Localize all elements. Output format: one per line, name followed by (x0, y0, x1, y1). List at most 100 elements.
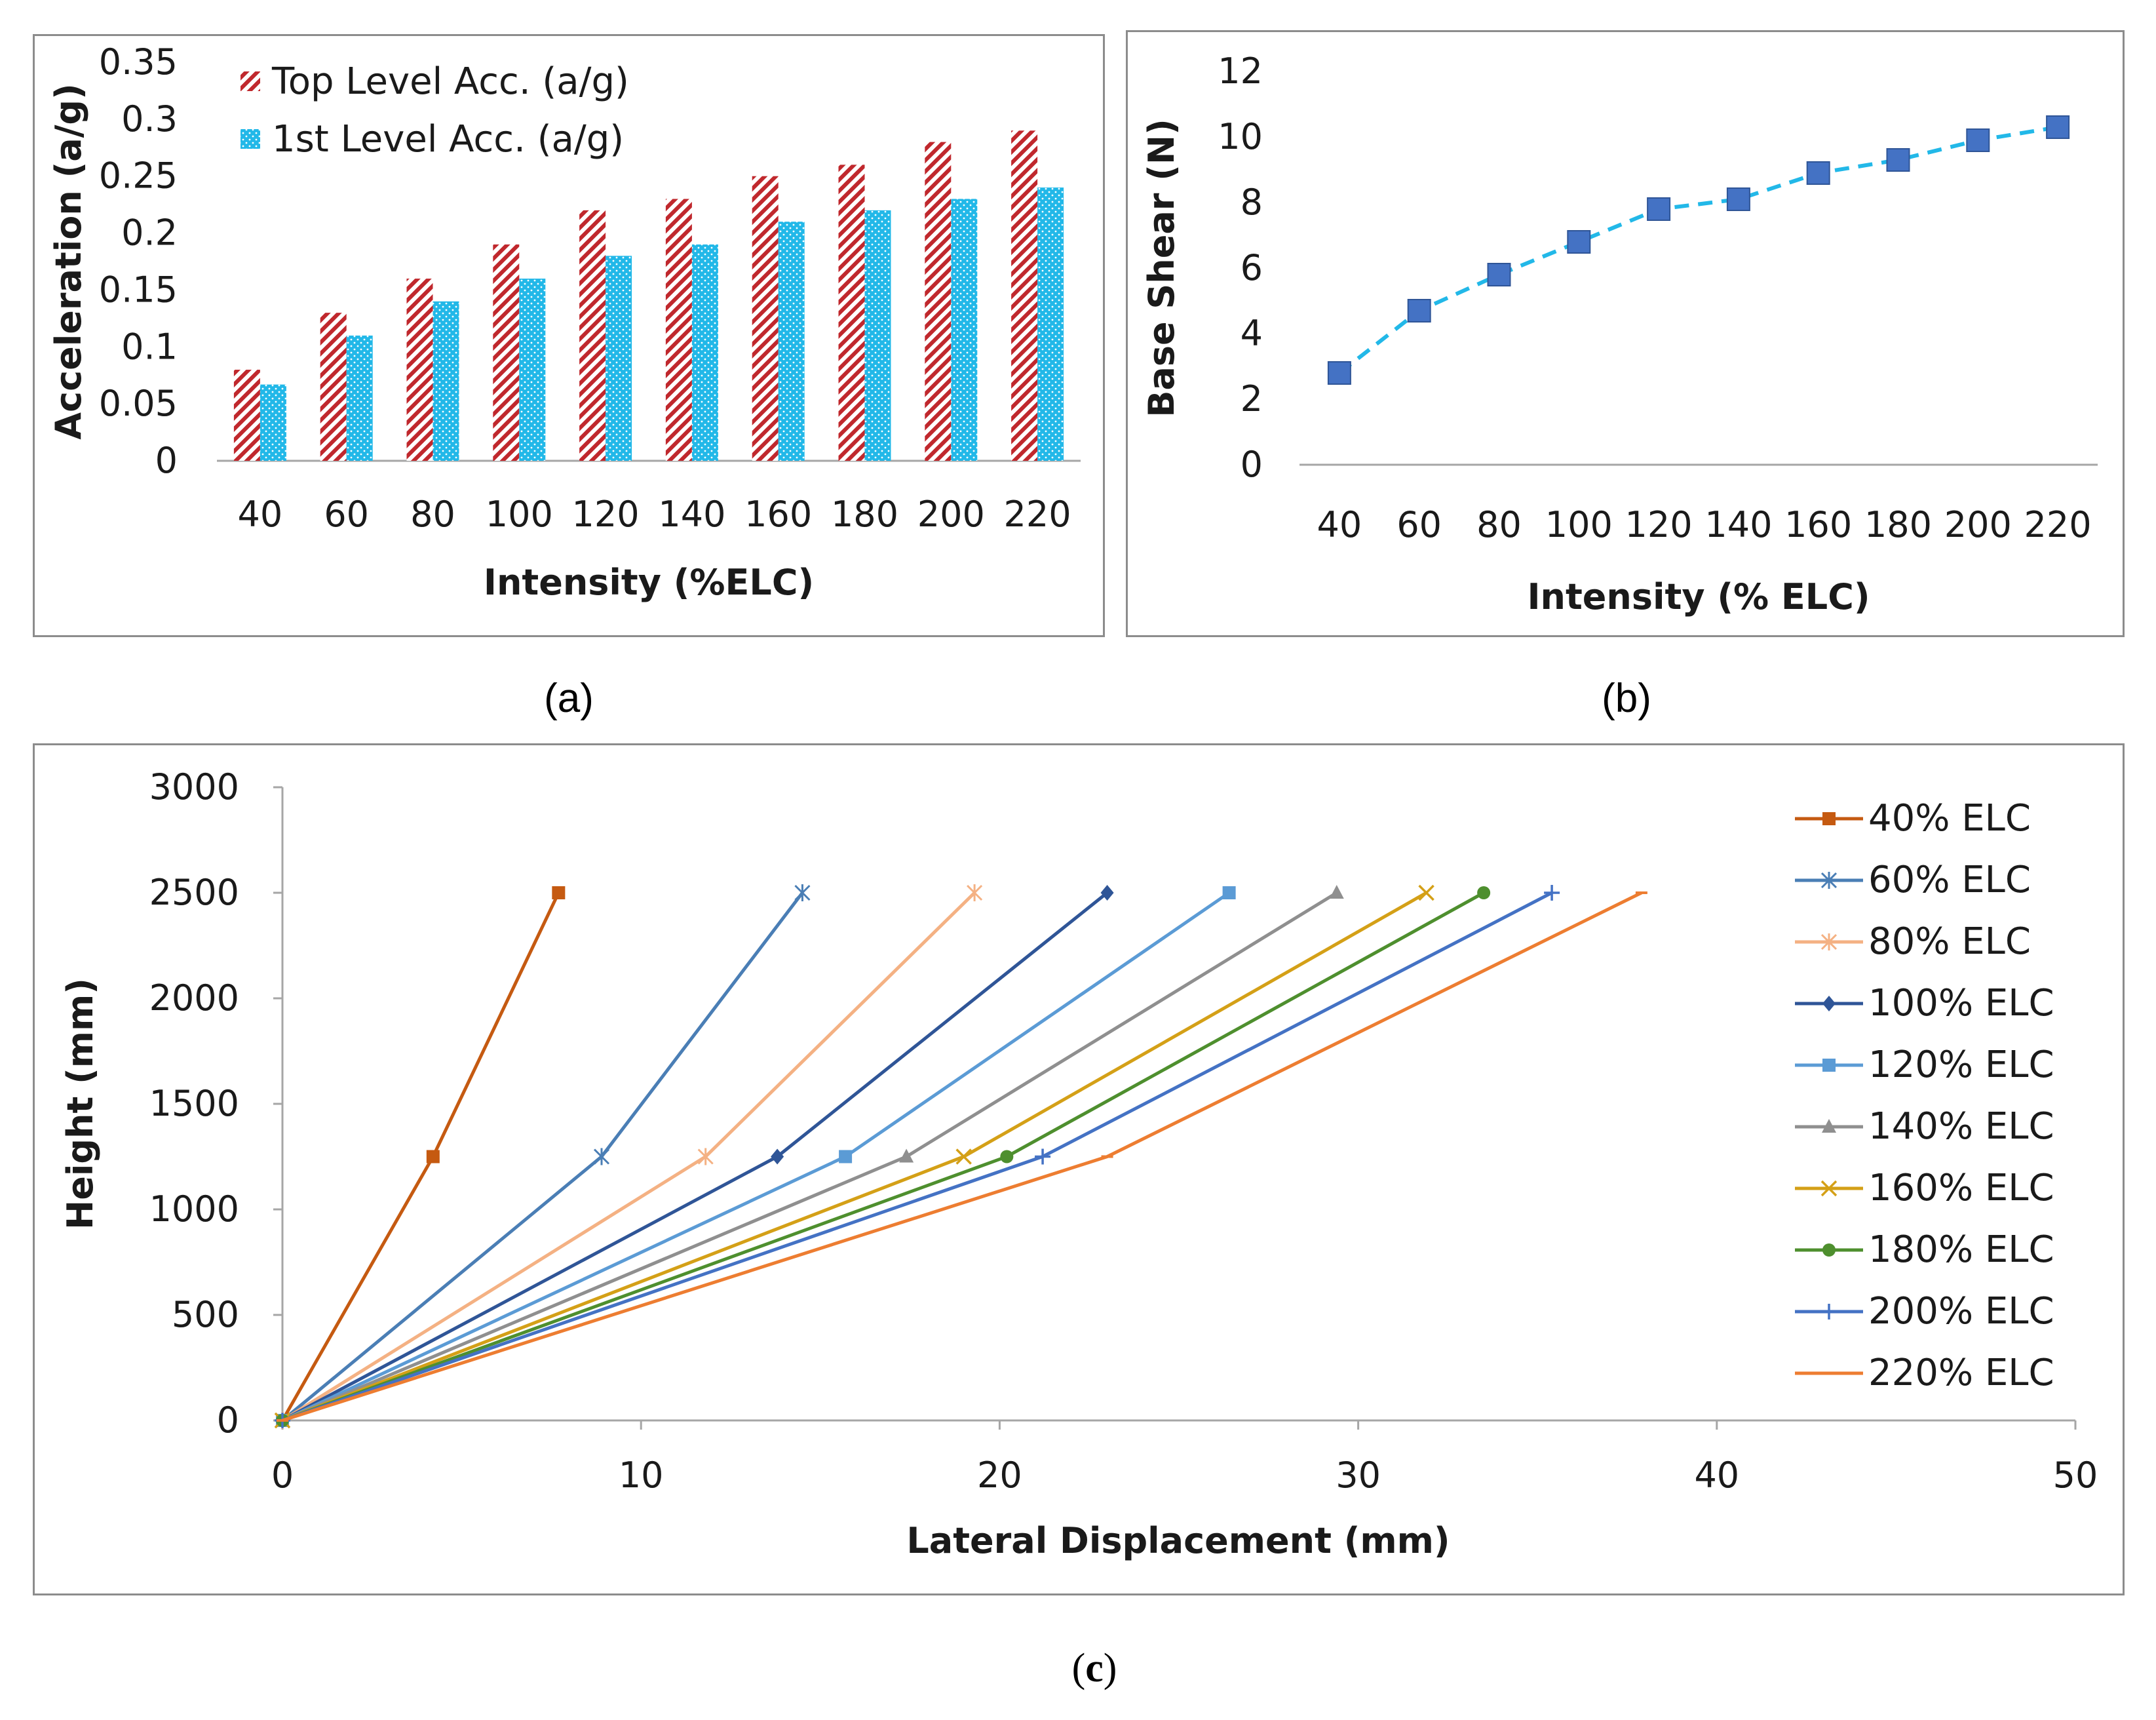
y-tick-label: 0.35 (99, 41, 178, 83)
data-point (967, 884, 983, 901)
data-point (1418, 884, 1434, 901)
legend-marker (1820, 872, 1838, 889)
x-tick-label: 160 (1784, 504, 1852, 545)
x-tick-label: 0 (271, 1455, 294, 1496)
bar (925, 142, 952, 461)
data-point (426, 1150, 440, 1163)
legend-label: 140% ELC (1868, 1105, 2054, 1148)
series-line (280, 891, 560, 1422)
x-tick-label: 200 (1944, 504, 2012, 545)
series-line (282, 891, 1485, 1422)
x-axis-title: Intensity (%ELC) (484, 562, 814, 603)
data-point (2046, 115, 2070, 139)
data-point (1567, 230, 1591, 254)
y-tick-label: 0.05 (99, 383, 178, 424)
bar (579, 210, 606, 461)
data-point (955, 1148, 972, 1165)
y-tick-label: 0.25 (99, 155, 178, 197)
bar (665, 199, 692, 461)
x-tick-label: 220 (2024, 504, 2092, 545)
y-tick-label: 0 (155, 440, 178, 481)
y-tick-label: 4 (1241, 313, 1263, 354)
chart-c-panel: 0 500 1000 1500 2000 2500 3000 0 10 20 30 40 50 40% E… (33, 743, 2125, 1595)
legend-marker (1822, 1243, 1836, 1257)
legend-label: 80% ELC (1868, 920, 2031, 963)
x-tick-label: 20 (977, 1455, 1022, 1496)
legend-swatch (241, 129, 260, 149)
y-tick-label: 500 (172, 1294, 239, 1335)
series-line (281, 891, 804, 1422)
bar (951, 199, 978, 461)
legend-label: 120% ELC (1868, 1044, 2054, 1086)
x-tick-label: 40 (1694, 1455, 1739, 1496)
data-point (899, 1148, 914, 1163)
data-point (1329, 885, 1344, 899)
legend-marker (1821, 1304, 1837, 1319)
data-point (839, 1150, 853, 1163)
caption-c-letter: c (1085, 1646, 1104, 1691)
chart-c-svg: 0 500 1000 1500 2000 2500 3000 0 10 20 30 40 50 40% E… (60, 766, 2098, 1561)
y-tick-label: 10 (1218, 116, 1263, 157)
bar (606, 256, 632, 461)
x-axis-title: Lateral Displacement (mm) (906, 1520, 1450, 1561)
y-tick-label: 0.15 (99, 269, 178, 310)
chart-b-svg: 0 2 4 6 8 10 12 40 60 80 100 120 140 160 180 200 220 Inte… (1141, 50, 2098, 617)
x-tick-label: 140 (658, 494, 725, 535)
x-tick-label: 120 (572, 494, 640, 535)
y-tick-label: 1000 (149, 1188, 239, 1230)
legend-label: Top Level Acc. (a/g) (271, 60, 629, 103)
legend-marker (1822, 996, 1836, 1011)
legend-marker (1822, 812, 1836, 825)
series-line-base-shear (1338, 125, 2058, 375)
x-tick-label: 60 (1396, 504, 1442, 545)
data-point (1035, 1148, 1051, 1165)
data-point (1544, 885, 1560, 901)
bar (838, 165, 865, 461)
y-tick-label: 0.2 (121, 212, 178, 254)
legend-label: 220% ELC (1868, 1352, 2054, 1394)
x-tick-label: 30 (1336, 1455, 1381, 1496)
bar (320, 313, 347, 461)
data-point (697, 1148, 714, 1165)
y-tick-label: 0.3 (121, 98, 178, 140)
legend-swatch (241, 71, 260, 91)
data-point (552, 886, 566, 899)
caption-c-close: ) (1103, 1646, 1117, 1691)
y-tick-label: 6 (1241, 247, 1263, 288)
series-line (281, 891, 1109, 1422)
bar (691, 244, 718, 461)
y-tick-label: 0 (1241, 444, 1263, 485)
legend-label: 100% ELC (1868, 982, 2054, 1025)
y-tick-label: 1500 (149, 1083, 239, 1124)
bar (519, 279, 546, 461)
y-tick-label: 2000 (149, 977, 239, 1019)
caption-a: (a) (544, 676, 594, 721)
legend-marker (1820, 1180, 1838, 1197)
legend-marker (1822, 1059, 1836, 1072)
x-tick-label: 60 (324, 494, 369, 535)
data-point (1100, 885, 1114, 901)
chart-a-svg: 0 0.05 0.1 0.15 0.2 0.25 0.3 0.35 40 60 80 100 120 14… (48, 41, 1081, 603)
caption-c: (c) (1072, 1645, 1117, 1692)
y-axis-title: Base Shear (N) (1141, 119, 1182, 418)
x-tick-label: 40 (1317, 504, 1362, 545)
legend-label: 40% ELC (1868, 797, 2031, 840)
y-tick-label: 3000 (149, 766, 239, 808)
series-line (281, 891, 976, 1422)
data-point (1647, 197, 1671, 221)
y-axis-title: Acceleration (a/g) (48, 83, 89, 439)
y-tick-label: 12 (1218, 50, 1263, 92)
series-line (281, 891, 1231, 1422)
bar (752, 176, 779, 461)
bar (778, 222, 805, 461)
caption-b: (b) (1602, 676, 1651, 721)
bar (1037, 187, 1064, 461)
legend-label: 160% ELC (1868, 1167, 2054, 1209)
x-tick-label: 40 (238, 494, 283, 535)
bar (406, 279, 433, 461)
data-point (794, 884, 811, 901)
x-tick-label: 100 (486, 494, 553, 535)
data-point (1477, 886, 1491, 899)
data-point (1000, 1150, 1014, 1163)
data-point (593, 1148, 610, 1165)
